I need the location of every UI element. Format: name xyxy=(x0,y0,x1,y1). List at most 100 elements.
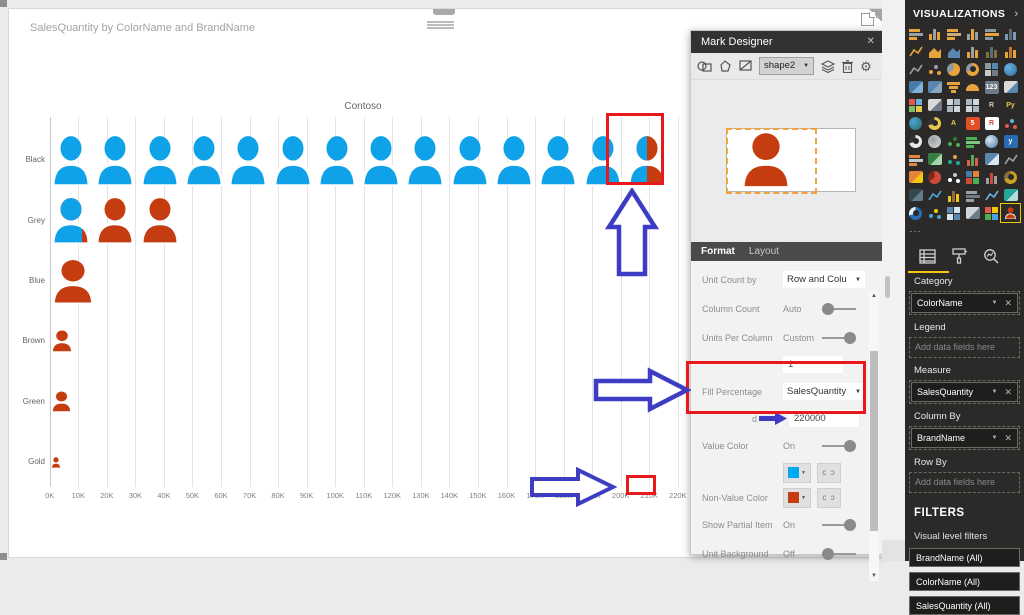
tab-format[interactable]: Format xyxy=(701,246,735,257)
yellow-bars-visual-icon[interactable] xyxy=(944,186,963,204)
stacked-bar-chart-2-icon[interactable] xyxy=(944,24,963,42)
more-visuals-icon[interactable]: ··· xyxy=(909,226,922,236)
card-icon[interactable]: 123 xyxy=(982,78,1001,96)
scatter-chart-icon[interactable] xyxy=(925,60,944,78)
fill-percentage-max-input[interactable]: 220000 xyxy=(789,410,859,427)
tab-analytics[interactable] xyxy=(983,248,999,264)
dark-map-visual-icon[interactable] xyxy=(906,186,925,204)
well-legend-empty[interactable]: Add data fields here xyxy=(909,337,1020,358)
resize-handle-top-left[interactable] xyxy=(0,0,7,7)
bar-dot-visual-icon[interactable] xyxy=(982,168,1001,186)
remove-field-icon[interactable]: ✕ xyxy=(1004,432,1012,443)
filled-map-icon[interactable] xyxy=(906,78,925,96)
sparkline-visual-icon[interactable] xyxy=(982,186,1001,204)
misc-chart-visual-icon[interactable] xyxy=(1001,114,1020,132)
person-unit-icon[interactable] xyxy=(51,259,95,304)
unit-background-toggle[interactable] xyxy=(822,547,856,560)
person-unit-icon[interactable] xyxy=(95,135,135,186)
mark-designer-visual-icon[interactable] xyxy=(1000,203,1021,223)
html5-visual-icon[interactable]: 5 xyxy=(963,114,982,132)
trash-icon[interactable] xyxy=(842,59,854,73)
visual-more-options-icon[interactable]: ... xyxy=(875,9,887,21)
scrollbar-thumb[interactable] xyxy=(870,351,878,531)
person-unit-icon[interactable] xyxy=(51,197,91,245)
show-partial-item-toggle[interactable] xyxy=(822,518,856,531)
units-per-column-value-input[interactable]: 1 xyxy=(783,356,843,373)
remove-field-icon[interactable]: ✕ xyxy=(1004,297,1012,308)
image-card-icon[interactable] xyxy=(906,96,925,114)
hierarchy-visual-icon[interactable] xyxy=(906,168,925,186)
person-unit-icon[interactable] xyxy=(405,135,445,186)
dot-plot-visual-icon[interactable] xyxy=(944,150,963,168)
non-value-color-color-picker[interactable]: ▼ xyxy=(783,487,811,508)
person-unit-icon[interactable] xyxy=(627,135,667,186)
mark-canvas-rect[interactable] xyxy=(726,128,856,194)
line-and-stacked-column-chart-icon[interactable] xyxy=(982,42,1001,60)
filter-pill[interactable]: BrandName (All) xyxy=(909,548,1020,567)
scroller-visual-icon[interactable]: A xyxy=(950,119,957,127)
treemap-icon[interactable] xyxy=(982,60,1001,78)
green-axis-visual-icon[interactable] xyxy=(925,150,944,168)
person-unit-icon[interactable] xyxy=(494,135,534,186)
person-unit-icon[interactable] xyxy=(228,135,268,186)
layers-icon[interactable] xyxy=(821,59,836,73)
person-unit-icon[interactable] xyxy=(51,330,73,353)
magnifier-visual-icon[interactable] xyxy=(925,132,944,150)
close-icon[interactable]: ✕ xyxy=(866,36,875,47)
python-visual-icon[interactable]: Py xyxy=(1006,101,1015,109)
value-color-swatch-color-picker[interactable]: ▼ xyxy=(783,462,811,483)
play-axis-visual-icon[interactable] xyxy=(925,114,944,132)
tan-donut-visual-icon[interactable] xyxy=(1001,168,1020,186)
color-matrix-visual-icon[interactable] xyxy=(982,204,1001,222)
polygon-tool-icon[interactable] xyxy=(719,59,732,73)
map-icon[interactable] xyxy=(1001,60,1020,78)
display-visual-icon[interactable] xyxy=(1001,186,1020,204)
clustered-column-chart-2-icon[interactable] xyxy=(963,24,982,42)
focus-mode-icon[interactable] xyxy=(861,12,875,26)
page-scrollbar-thumb[interactable] xyxy=(885,276,890,298)
chevron-down-icon[interactable]: ▼ xyxy=(991,300,998,306)
shapes-tool-icon[interactable] xyxy=(697,60,712,73)
clustered-column-chart-icon[interactable] xyxy=(925,24,944,42)
gauge-icon[interactable] xyxy=(963,78,982,96)
image-tool-icon[interactable] xyxy=(739,60,752,72)
person-unit-icon[interactable] xyxy=(51,456,61,468)
task-list-visual-icon[interactable] xyxy=(906,150,925,168)
100-stacked-column-chart-icon[interactable] xyxy=(1001,24,1020,42)
table-icon[interactable] xyxy=(944,96,963,114)
settings-scrollbar[interactable]: ▲ ▼ xyxy=(869,291,879,581)
units-per-column-toggle[interactable] xyxy=(822,331,856,344)
globe-network-visual-icon[interactable] xyxy=(906,114,925,132)
r-custom-visual-icon[interactable]: R xyxy=(982,114,1001,132)
triangle-scatter-visual-icon[interactable] xyxy=(925,204,944,222)
column-count-toggle[interactable] xyxy=(822,302,856,315)
person-unit-icon[interactable] xyxy=(317,135,357,186)
green-bars-visual-icon[interactable] xyxy=(963,132,982,150)
person-unit-icon[interactable] xyxy=(538,135,578,186)
timeline-visual-icon[interactable] xyxy=(982,150,1001,168)
waterfall-chart-icon[interactable] xyxy=(906,60,925,78)
badge-visual-icon[interactable] xyxy=(906,204,925,222)
person-unit-icon[interactable] xyxy=(140,197,180,245)
stopwatch-visual-icon[interactable] xyxy=(906,132,925,150)
funnel-chart-icon[interactable] xyxy=(944,78,963,96)
unit-count-by-dropdown[interactable]: Row and Colu ▼ xyxy=(783,271,865,288)
stacked-bar-chart-icon[interactable] xyxy=(906,24,925,42)
collapse-chevron-icon[interactable]: › xyxy=(1014,8,1018,20)
visual-drag-grip[interactable] xyxy=(433,9,455,15)
filter-pill[interactable]: ColorName (All) xyxy=(909,572,1020,591)
network-visual-icon[interactable] xyxy=(1001,150,1020,168)
ribbon-chart-icon[interactable] xyxy=(1001,42,1020,60)
compass-visual-icon[interactable] xyxy=(982,132,1001,150)
slider-visual-icon[interactable] xyxy=(963,186,982,204)
person-unit-icon[interactable] xyxy=(361,135,401,186)
tab-format-roller[interactable] xyxy=(952,248,967,264)
non-value-color-link-icon[interactable]: c ɔ xyxy=(817,487,841,508)
bubbles-visual-icon[interactable] xyxy=(944,168,963,186)
resize-handle-bottom-left[interactable] xyxy=(0,553,7,560)
chevron-down-icon[interactable]: ▼ xyxy=(991,435,998,441)
person-unit-icon[interactable] xyxy=(51,391,72,413)
gear-icon[interactable]: ⚙ xyxy=(860,58,872,74)
person-unit-icon[interactable] xyxy=(140,135,180,186)
decision-tree-visual-icon[interactable] xyxy=(944,132,963,150)
